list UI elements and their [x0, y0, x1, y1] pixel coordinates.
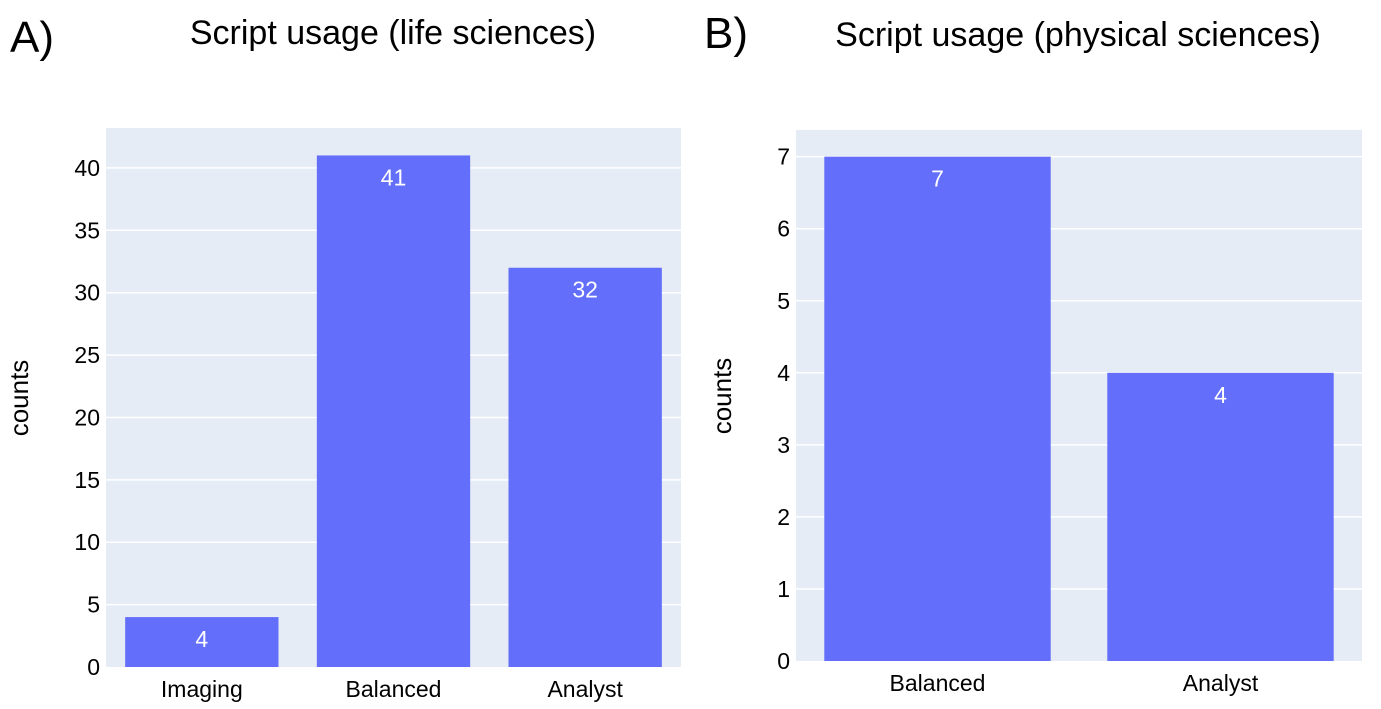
y-tick-label: 0	[777, 648, 790, 674]
panel-b: B) Script usage (physical sciences) 74 0…	[704, 9, 1362, 696]
bar-data-label: 4	[1214, 382, 1227, 408]
y-tick-label: 35	[74, 217, 100, 243]
y-tick-label: 15	[74, 467, 100, 493]
panel-b-bars: 74	[824, 156, 1334, 661]
panel-a-letter: A)	[10, 13, 54, 62]
panel-b-letter: B)	[704, 9, 748, 58]
bar	[316, 155, 471, 667]
x-tick-label: Balanced	[890, 670, 986, 696]
bar	[508, 267, 662, 667]
y-tick-label: 5	[777, 288, 790, 314]
panel-b-x-ticks: Balanced Analyst	[890, 670, 1259, 696]
bar-data-label: 4	[195, 626, 208, 652]
y-tick-label: 2	[777, 504, 790, 530]
panel-a-title: Script usage (life sciences)	[190, 14, 596, 52]
y-tick-label: 30	[74, 280, 100, 306]
panel-b-y-ticks: 0 1 2 3 4 5 6 7	[777, 144, 790, 674]
y-tick-label: 5	[87, 592, 100, 618]
y-tick-label: 1	[777, 576, 790, 602]
y-tick-label: 40	[74, 155, 100, 181]
panel-a-y-axis-label: counts	[4, 360, 34, 437]
x-tick-label: Analyst	[547, 676, 623, 702]
bar-data-label: 32	[572, 277, 598, 303]
panel-b-y-axis-label: counts	[707, 358, 737, 435]
y-tick-label: 6	[777, 216, 790, 242]
bar-data-label: 41	[381, 164, 407, 190]
y-tick-label: 0	[87, 654, 100, 680]
y-tick-label: 10	[74, 529, 100, 555]
y-tick-label: 25	[74, 342, 100, 368]
x-tick-label: Balanced	[346, 676, 442, 702]
bar	[1107, 372, 1334, 661]
bar	[125, 617, 279, 667]
x-tick-label: Imaging	[161, 676, 243, 702]
y-tick-label: 7	[777, 144, 790, 170]
panel-a: A) Script usage (life sciences) 4 41 32 0 5…	[4, 13, 681, 702]
panel-a-y-ticks: 0 5 10 15 20 25 30 35 40	[74, 155, 100, 680]
bar	[824, 156, 1051, 661]
x-tick-label: Analyst	[1183, 670, 1259, 696]
panel-b-title: Script usage (physical sciences)	[835, 16, 1321, 54]
bar-data-label: 7	[931, 166, 944, 192]
y-tick-label: 20	[74, 404, 100, 430]
panel-a-x-ticks: Imaging Balanced Analyst	[161, 676, 624, 702]
panel-a-bars: 4 41 32	[125, 155, 662, 667]
y-tick-label: 4	[777, 360, 790, 386]
y-tick-label: 3	[777, 432, 790, 458]
